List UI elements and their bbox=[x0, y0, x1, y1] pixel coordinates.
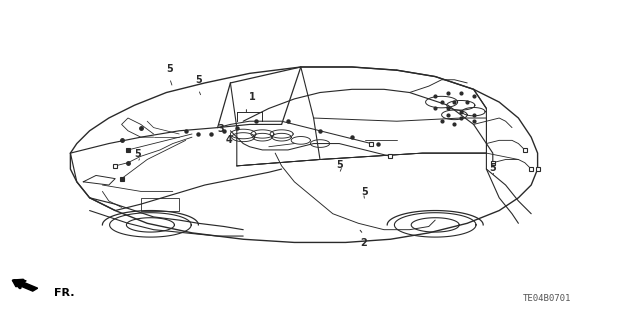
Text: 5: 5 bbox=[195, 76, 202, 85]
Text: 5: 5 bbox=[362, 187, 368, 197]
Text: 4: 4 bbox=[226, 135, 232, 145]
Text: 5: 5 bbox=[134, 149, 141, 159]
Text: 3: 3 bbox=[218, 124, 224, 134]
Text: 5: 5 bbox=[490, 163, 496, 173]
Text: TE04B0701: TE04B0701 bbox=[523, 294, 572, 303]
Bar bbox=[141, 198, 179, 211]
Text: 2: 2 bbox=[360, 238, 367, 248]
Text: 1: 1 bbox=[250, 92, 256, 102]
Text: 5: 5 bbox=[166, 64, 173, 74]
FancyArrow shape bbox=[12, 280, 38, 291]
Text: 5: 5 bbox=[336, 160, 342, 170]
Text: FR.: FR. bbox=[54, 288, 75, 298]
